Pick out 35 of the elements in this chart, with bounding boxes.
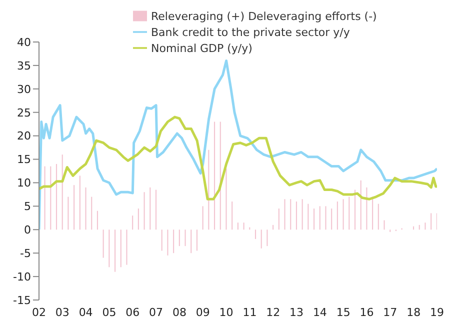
x-tick-label: 13 <box>290 306 304 319</box>
x-tick-label: 18 <box>406 306 421 319</box>
x-tick-label: 17 <box>383 306 398 319</box>
x-tick-label: 11 <box>242 306 257 319</box>
y-tick-label: 20 <box>17 130 31 143</box>
x-tick-label: 02 <box>32 306 46 319</box>
y-tick-label: 5 <box>24 200 31 214</box>
y-tick-label: 0 <box>24 224 31 237</box>
x-tick-label: 06 <box>126 306 140 319</box>
y-tick-label: 35 <box>17 59 31 72</box>
y-tick-label: -15 <box>13 294 31 307</box>
x-tick-label: 12 <box>266 306 280 319</box>
legend-label: Releveraging (+) Deleveraging efforts (-) <box>151 10 377 23</box>
y-tick-label: 15 <box>17 153 31 166</box>
line-series <box>39 116 437 200</box>
x-tick-label: 15 <box>336 306 350 319</box>
x-tick-label: 04 <box>78 306 93 319</box>
x-tick-label: 14 <box>312 306 327 319</box>
y-tick-label: -5 <box>20 246 31 260</box>
line-series <box>39 60 437 231</box>
x-tick-label: 05 <box>102 306 116 319</box>
y-tick-label: 25 <box>17 106 31 120</box>
legend-label: Bank credit to the private sector y/y <box>151 26 350 39</box>
x-tick-label: 07 <box>149 306 164 319</box>
y-tick-label: 10 <box>17 176 31 190</box>
x-tick-label: 19 <box>430 306 444 319</box>
y-tick-label: -10 <box>13 270 31 284</box>
x-tick-label: 03 <box>55 306 70 319</box>
x-tick-label: 16 <box>360 306 374 319</box>
y-tick-label: 40 <box>17 36 31 49</box>
y-tick-label: 30 <box>17 82 31 96</box>
x-tick-label: 09 <box>196 306 210 319</box>
legend-label: Nominal GDP (y/y) <box>151 42 252 55</box>
x-tick-label: 10 <box>219 306 234 319</box>
x-tick-label: 08 <box>172 306 186 319</box>
